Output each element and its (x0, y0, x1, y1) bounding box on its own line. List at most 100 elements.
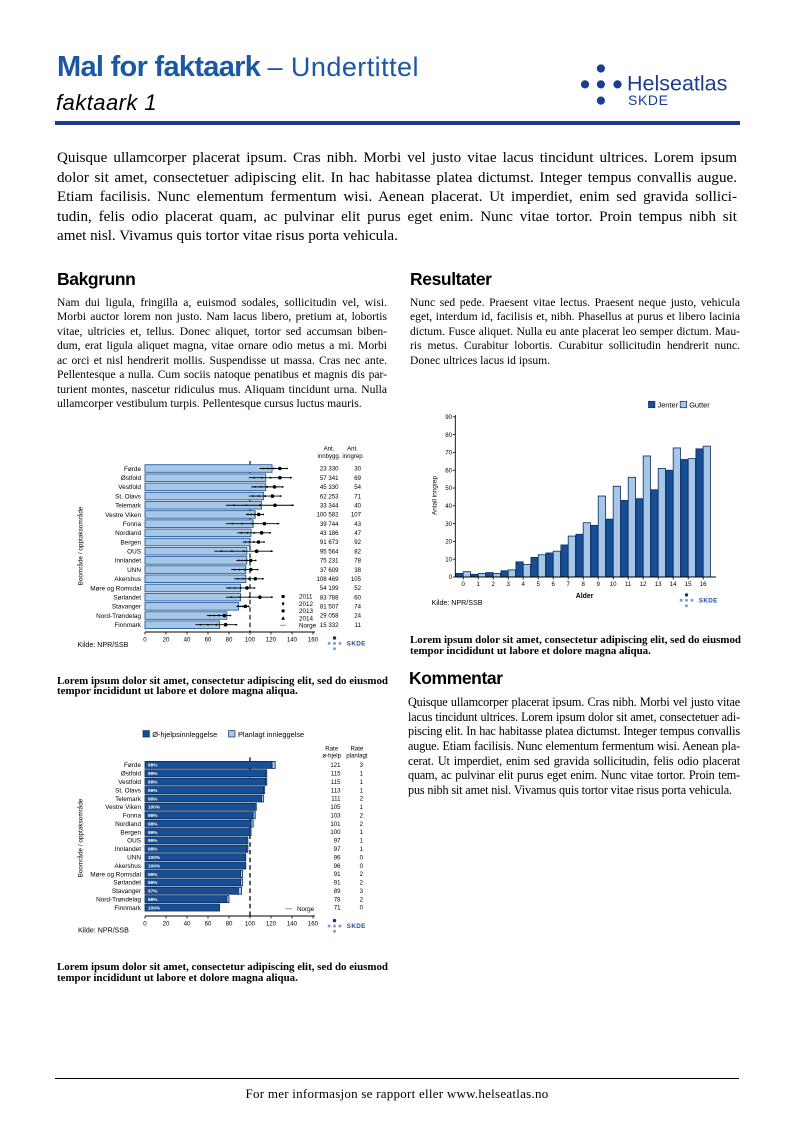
svg-text:Vestre Viken: Vestre Viken (105, 512, 141, 519)
svg-text:Fonna: Fonna (123, 521, 142, 528)
svg-text:60: 60 (205, 636, 212, 643)
svg-text:0: 0 (449, 574, 453, 581)
svg-text:99%: 99% (148, 771, 158, 776)
svg-text:15: 15 (685, 581, 692, 588)
svg-text:9: 9 (597, 581, 601, 588)
svg-text:Finnmark: Finnmark (114, 905, 141, 912)
svg-text:80: 80 (226, 636, 233, 643)
svg-text:ø-hjelp: ø-hjelp (322, 752, 341, 759)
svg-text:Førde: Førde (124, 466, 141, 473)
svg-text:50: 50 (445, 485, 452, 492)
svg-text:14: 14 (670, 581, 677, 588)
svg-text:20: 20 (163, 920, 170, 927)
svg-text:98%: 98% (148, 813, 158, 818)
svg-text:Ø-hjelpsinnleggelse: Ø-hjelpsinnleggelse (152, 730, 217, 739)
svg-text:69: 69 (354, 475, 361, 482)
svg-text:planlagt: planlagt (346, 752, 368, 759)
svg-text:OUS: OUS (127, 549, 141, 556)
svg-text:60: 60 (445, 467, 452, 474)
svg-text:Bergen: Bergen (120, 829, 141, 836)
svg-text:Kilde: NPR/SSB: Kilde: NPR/SSB (432, 599, 483, 607)
svg-text:Møre og Romsdal: Møre og Romsdal (90, 585, 141, 592)
svg-text:2: 2 (360, 821, 364, 828)
svg-text:30: 30 (445, 521, 452, 528)
svg-text:Nordland: Nordland (115, 530, 141, 537)
svg-text:20: 20 (445, 539, 452, 546)
svg-text:100%: 100% (148, 863, 161, 868)
svg-text:105: 105 (351, 576, 362, 583)
svg-text:74: 74 (354, 604, 361, 611)
svg-text:5: 5 (537, 581, 541, 588)
svg-text:0: 0 (462, 581, 466, 588)
svg-text:3: 3 (360, 888, 364, 895)
svg-text:UNN: UNN (127, 854, 141, 861)
svg-text:120: 120 (266, 920, 277, 927)
svg-text:115: 115 (331, 770, 341, 777)
svg-text:2013: 2013 (299, 608, 314, 615)
svg-text:Boområde / opptaksområde: Boområde / opptaksområde (76, 506, 84, 585)
svg-text:Helseatlas: Helseatlas (627, 72, 727, 96)
svg-text:Nord-Trøndelag: Nord-Trøndelag (96, 896, 141, 903)
svg-text:Finnmark: Finnmark (114, 622, 141, 629)
svg-text:Alder: Alder (576, 593, 594, 600)
svg-text:St. Olavs: St. Olavs (115, 787, 141, 794)
svg-text:1: 1 (477, 581, 481, 588)
svg-text:1: 1 (360, 804, 364, 811)
svg-text:8: 8 (582, 581, 586, 588)
svg-text:98%: 98% (148, 821, 158, 826)
svg-text:Jenter: Jenter (658, 401, 679, 410)
svg-text:111: 111 (331, 796, 341, 803)
svg-text:Vestre Viken: Vestre Viken (105, 804, 141, 811)
svg-text:100: 100 (245, 636, 256, 643)
svg-text:Stavanger: Stavanger (112, 888, 142, 895)
svg-text:Bergen: Bergen (120, 539, 141, 546)
svg-text:0: 0 (143, 636, 147, 643)
svg-text:1: 1 (360, 846, 364, 853)
svg-text:Sørlandet: Sørlandet (113, 880, 141, 887)
svg-text:15 332: 15 332 (320, 622, 339, 629)
svg-text:103: 103 (330, 812, 341, 819)
svg-text:Fonna: Fonna (123, 813, 142, 820)
svg-text:60: 60 (354, 594, 361, 601)
svg-text:54 199: 54 199 (320, 585, 339, 592)
svg-text:Planlagt innleggelse: Planlagt innleggelse (238, 730, 304, 739)
svg-text:40: 40 (184, 920, 191, 927)
svg-text:Nord-Trøndelag: Nord-Trøndelag (96, 613, 141, 620)
svg-text:60: 60 (205, 920, 212, 927)
svg-text:Østfold: Østfold (121, 475, 142, 482)
svg-text:30: 30 (354, 466, 361, 473)
svg-text:12: 12 (640, 581, 647, 588)
svg-text:2: 2 (360, 796, 364, 803)
svg-text:101: 101 (330, 821, 341, 828)
svg-text:Innlandet: Innlandet (115, 558, 142, 565)
svg-text:Stavanger: Stavanger (112, 604, 142, 611)
svg-text:99%: 99% (148, 838, 158, 843)
svg-text:20: 20 (163, 636, 170, 643)
svg-text:107: 107 (351, 512, 362, 519)
svg-text:82: 82 (354, 548, 361, 555)
svg-text:1: 1 (360, 787, 364, 794)
svg-text:Østfold: Østfold (121, 771, 142, 778)
svg-text:2: 2 (360, 880, 364, 887)
svg-text:29 058: 29 058 (320, 613, 339, 620)
svg-text:Førde: Førde (124, 762, 141, 769)
svg-text:Vestfold: Vestfold (118, 484, 141, 491)
svg-text:Telemark: Telemark (115, 503, 142, 510)
svg-text:98%: 98% (148, 847, 158, 852)
svg-text:54: 54 (354, 484, 361, 491)
svg-text:100: 100 (245, 920, 256, 927)
svg-text:100: 100 (330, 829, 341, 836)
svg-text:98%: 98% (148, 796, 158, 801)
svg-text:75 231: 75 231 (320, 558, 339, 565)
svg-text:1: 1 (360, 770, 364, 777)
svg-text:91: 91 (334, 871, 341, 878)
svg-text:13: 13 (655, 581, 662, 588)
svg-text:Boområde / opptaksområde: Boområde / opptaksområde (76, 798, 84, 877)
svg-text:78: 78 (334, 896, 341, 903)
svg-text:52: 52 (354, 585, 361, 592)
svg-text:1: 1 (360, 779, 364, 786)
svg-text:2: 2 (360, 896, 364, 903)
svg-text:Nordland: Nordland (115, 821, 141, 828)
svg-text:78: 78 (354, 558, 361, 565)
svg-text:71: 71 (334, 905, 341, 912)
